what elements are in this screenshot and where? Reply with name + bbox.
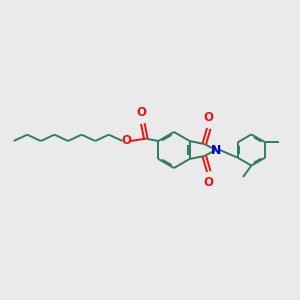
Text: O: O — [204, 111, 214, 124]
Text: O: O — [204, 176, 214, 189]
Text: O: O — [136, 106, 146, 119]
Text: N: N — [211, 143, 221, 157]
Text: O: O — [121, 134, 131, 147]
